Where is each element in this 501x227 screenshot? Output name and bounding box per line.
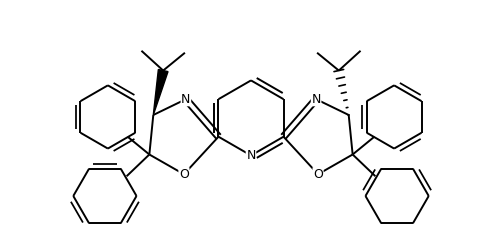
Text: N: N [181, 93, 190, 106]
Text: O: O [313, 168, 322, 181]
Polygon shape [153, 69, 168, 115]
Text: N: N [311, 93, 320, 106]
Text: N: N [246, 149, 255, 162]
Text: O: O [179, 168, 188, 181]
